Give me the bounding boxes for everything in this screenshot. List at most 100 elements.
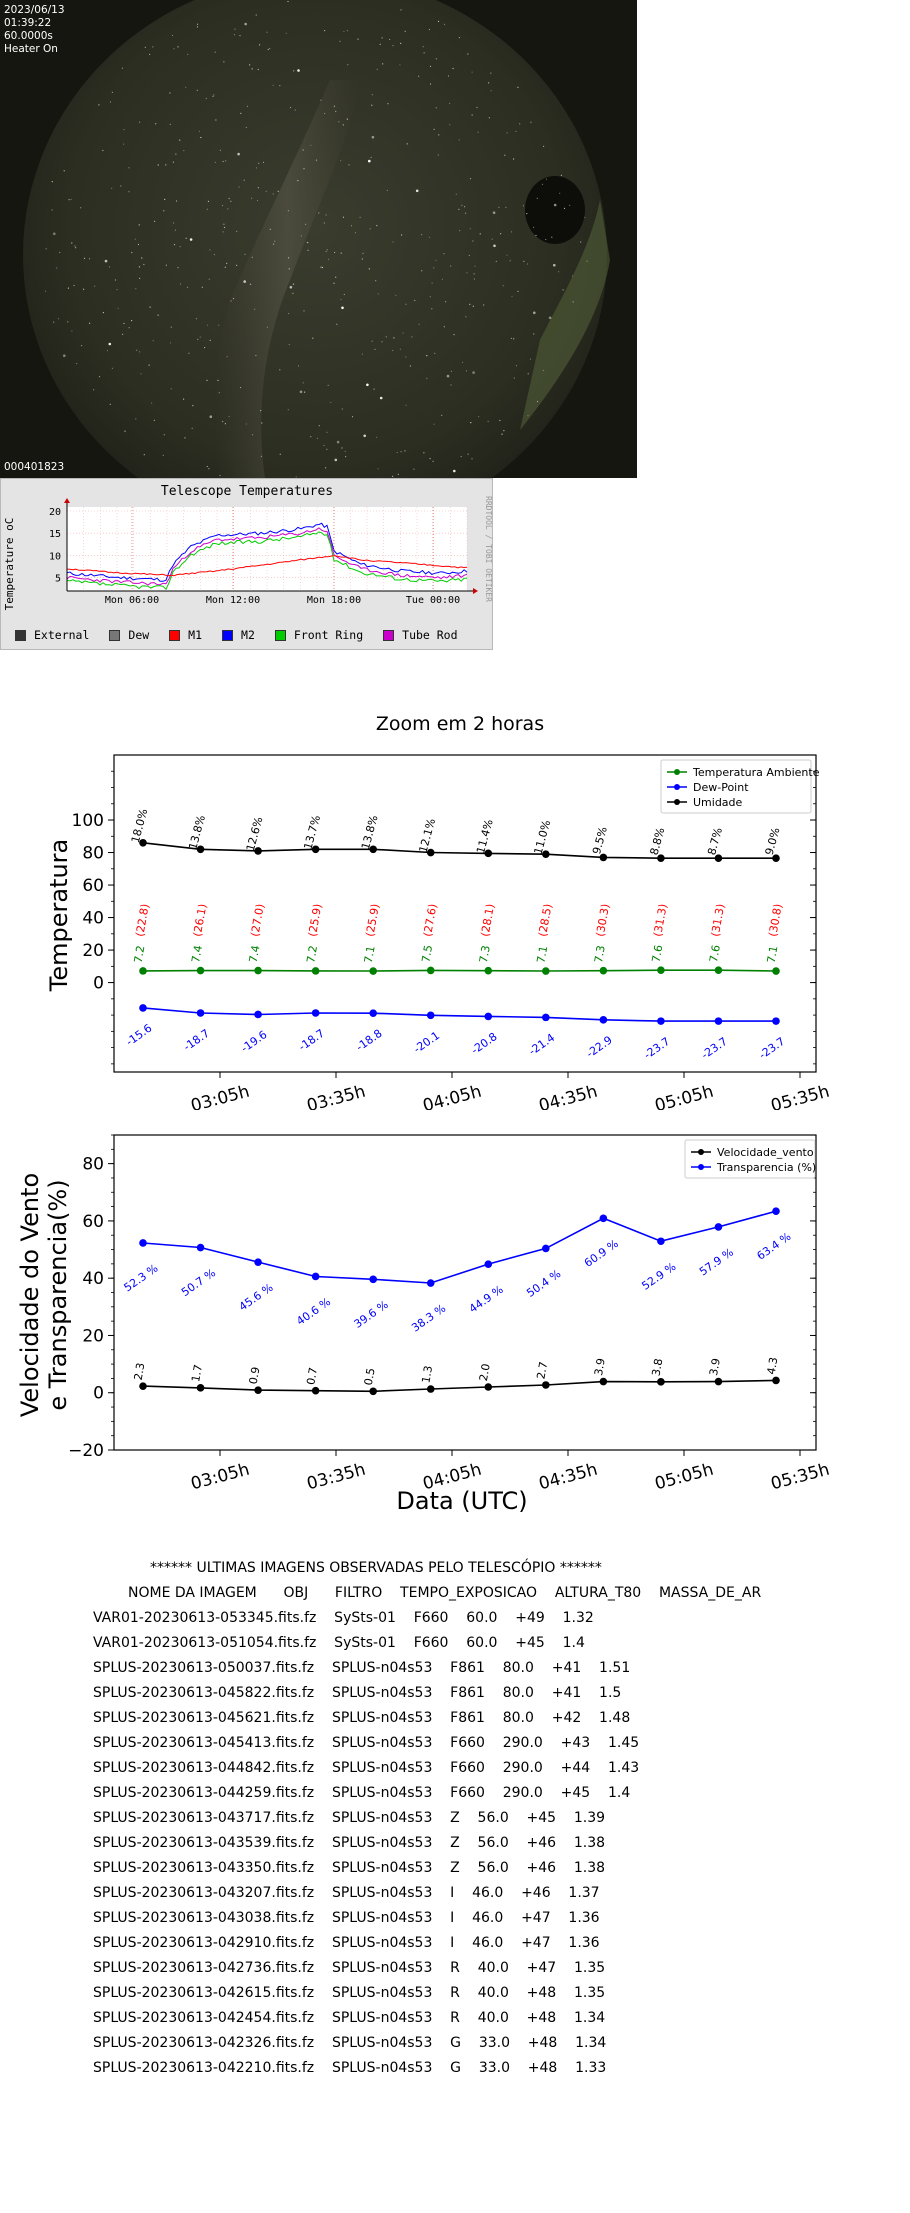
star	[217, 379, 219, 381]
star	[225, 160, 227, 162]
star	[297, 365, 300, 367]
star	[177, 46, 179, 48]
star	[435, 259, 437, 261]
star	[149, 306, 151, 308]
star	[465, 370, 468, 372]
star	[369, 228, 371, 230]
star	[70, 198, 72, 200]
star	[458, 139, 460, 141]
star	[143, 454, 145, 456]
data-point	[254, 1386, 262, 1394]
star	[243, 280, 246, 283]
star	[260, 455, 262, 457]
star	[228, 197, 230, 200]
star	[151, 402, 153, 404]
star	[553, 203, 557, 207]
star	[560, 174, 563, 176]
star	[447, 75, 450, 77]
star	[433, 128, 435, 130]
star	[288, 312, 290, 315]
data-label: 45.6 %	[237, 1281, 276, 1314]
tt-legend-label: Tube Rod	[402, 628, 458, 642]
sky-image-drawing	[0, 0, 637, 478]
star	[469, 228, 471, 230]
star	[300, 235, 302, 237]
star	[218, 392, 220, 394]
star	[252, 434, 254, 436]
star	[421, 270, 423, 272]
star	[368, 159, 371, 163]
data-point	[542, 1381, 550, 1389]
star	[206, 465, 208, 468]
star	[170, 326, 172, 328]
star	[224, 423, 226, 425]
star	[251, 197, 253, 199]
star	[81, 345, 83, 347]
star	[400, 451, 402, 453]
data-point	[542, 850, 550, 858]
tt-trace-front-ring	[66, 531, 467, 591]
star	[458, 37, 460, 39]
star	[339, 40, 341, 42]
star	[245, 126, 247, 129]
star	[191, 427, 193, 429]
star	[108, 266, 110, 268]
star	[326, 249, 328, 251]
star	[542, 369, 545, 372]
star	[269, 47, 271, 50]
star	[163, 434, 165, 436]
data-label: -20.8	[469, 1030, 500, 1057]
star	[377, 293, 379, 295]
star	[234, 28, 236, 30]
data-point	[196, 1009, 205, 1017]
star	[152, 340, 154, 342]
star	[124, 430, 126, 432]
star	[135, 418, 137, 420]
star	[324, 30, 326, 32]
star	[135, 288, 137, 290]
star	[345, 456, 347, 458]
star	[215, 119, 217, 121]
star	[213, 94, 215, 96]
star	[437, 154, 439, 156]
star	[562, 289, 564, 291]
data-point	[139, 967, 147, 975]
data-point	[484, 966, 493, 975]
sky-date: 2023/06/13	[4, 4, 65, 16]
star	[406, 143, 408, 145]
sky-heater-status: Heater On	[4, 43, 58, 55]
data-point	[426, 848, 435, 857]
star	[325, 467, 327, 469]
legend-label: Umidade	[693, 796, 743, 809]
star	[446, 374, 450, 378]
star	[471, 71, 473, 73]
star	[196, 26, 199, 28]
chart2-ylabel-line1: Velocidade do Vento	[16, 1173, 44, 1417]
image-list-row: VAR01-20230613-051054.fits.fz SySts-01 F…	[93, 1635, 585, 1651]
star	[536, 197, 538, 199]
star	[111, 187, 113, 189]
data-label: 38.3 %	[409, 1302, 448, 1335]
series-line	[142, 1210, 777, 1284]
star	[433, 423, 435, 425]
data-label: 44.9 %	[467, 1283, 506, 1316]
image-list-row: SPLUS-20230613-044259.fits.fz SPLUS-n04s…	[93, 1785, 631, 1801]
star	[106, 350, 108, 352]
ytick-label: 40	[82, 909, 104, 929]
star	[392, 241, 394, 243]
star	[359, 216, 361, 218]
star	[230, 200, 232, 202]
star	[361, 353, 363, 355]
tt-legend-item: Tube Rod	[383, 628, 458, 642]
star	[543, 145, 545, 147]
star	[144, 46, 146, 49]
star	[136, 349, 138, 351]
data-point	[311, 1386, 320, 1395]
star	[246, 105, 249, 107]
star	[431, 282, 433, 284]
data-point	[311, 1009, 320, 1017]
star	[224, 266, 226, 268]
star	[114, 279, 117, 281]
star	[465, 316, 467, 318]
star	[323, 222, 325, 224]
